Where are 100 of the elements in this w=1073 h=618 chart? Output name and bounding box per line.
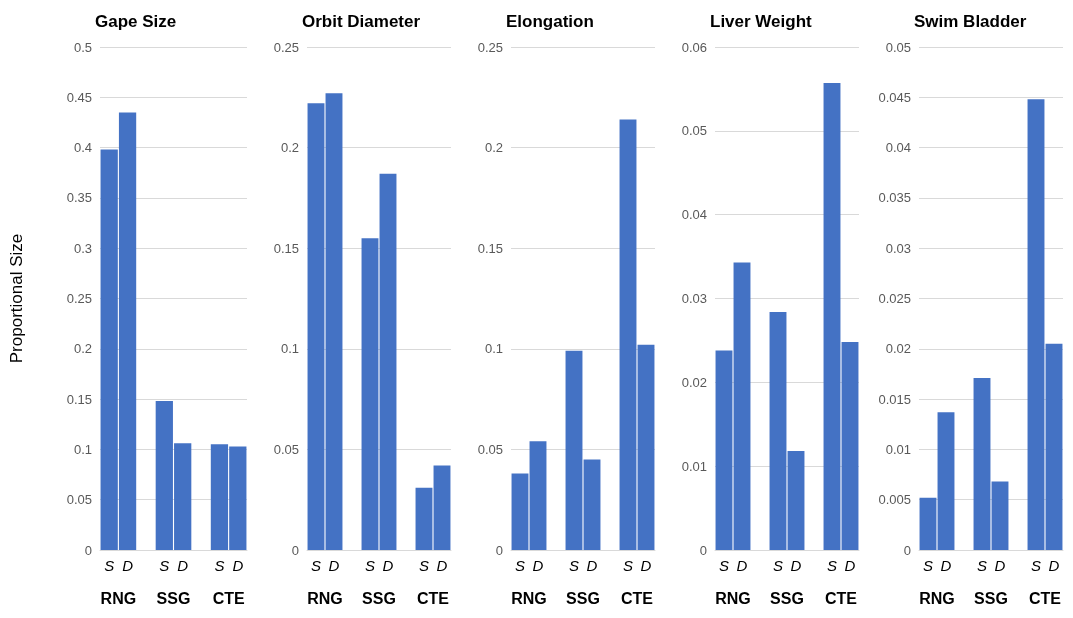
y-tick-label: 0.4: [73, 140, 92, 156]
y-tick-label: 0.2: [280, 140, 299, 156]
bar: [991, 481, 1009, 550]
x-tick-label: D: [640, 557, 652, 574]
bar: [511, 473, 529, 550]
y-tick-label: 0.04: [885, 140, 911, 156]
x-tick-label: S: [568, 557, 580, 574]
x-tick-label: D: [382, 557, 394, 574]
bar: [619, 119, 637, 550]
y-tick-label: 0.035: [878, 190, 911, 206]
bar: [361, 238, 379, 550]
x-tick-label: D: [232, 557, 244, 574]
y-tick-label: 0.04: [681, 207, 707, 223]
bar: [325, 93, 343, 550]
bar: [937, 412, 955, 550]
y-tick-label: 0.2: [484, 140, 503, 156]
x-tick-label: S: [826, 557, 838, 574]
bar: [841, 342, 859, 550]
y-tick-label: 0.005: [878, 492, 911, 508]
bar: [1045, 343, 1063, 550]
x-tick-label: S: [1030, 557, 1042, 574]
x-tick-label: D: [328, 557, 340, 574]
x-tick-label: S: [364, 557, 376, 574]
x-tick-label: D: [436, 557, 448, 574]
y-tick-label: 0.45: [66, 89, 92, 105]
x-tick-label: D: [790, 557, 802, 574]
text: RNG: [307, 589, 343, 607]
chart-title: Elongation: [506, 12, 594, 31]
y-tick-label: 0.05: [477, 441, 503, 457]
bar: [307, 103, 325, 550]
x-tick-label: S: [310, 557, 322, 574]
y-tick-label: 0: [699, 542, 707, 558]
x-tick-label: S: [772, 557, 784, 574]
y-tick-label: 0.25: [477, 39, 503, 55]
x-tick-label: D: [844, 557, 856, 574]
x-tick-label: D: [940, 557, 952, 574]
y-tick-label: 0.25: [273, 39, 299, 55]
x-tick-label: D: [177, 557, 189, 574]
x-tick-label: S: [922, 557, 934, 574]
text: CTE: [417, 589, 450, 607]
bar: [919, 497, 937, 550]
y-tick-label: 0.35: [66, 190, 92, 206]
bar: [415, 487, 433, 550]
bar: [583, 459, 601, 550]
x-tick-label: S: [622, 557, 634, 574]
text: RNG: [100, 589, 137, 607]
chart-title: Gape Size: [95, 12, 177, 31]
bar: [769, 311, 787, 550]
text: SSG: [362, 589, 396, 607]
text: SSG: [770, 589, 804, 607]
text: SSG: [156, 589, 191, 607]
y-tick-label: 0.015: [878, 391, 911, 407]
y-tick-label: 0.1: [280, 341, 299, 357]
x-tick-label: S: [976, 557, 988, 574]
x-tick-label: D: [994, 557, 1006, 574]
bar: [787, 451, 805, 550]
y-tick-label: 0.5: [73, 39, 92, 55]
y-tick-label: 0.15: [273, 240, 299, 256]
text: CTE: [621, 589, 654, 607]
text: CTE: [212, 589, 245, 607]
y-tick-label: 0.25: [66, 291, 92, 306]
y-tick-label: 0.15: [66, 391, 92, 407]
x-tick-label: S: [104, 557, 115, 574]
x-tick-label: S: [214, 557, 225, 574]
y-tick-label: 0: [903, 542, 911, 558]
bar: [823, 83, 841, 550]
y-tick-label: 0.05: [66, 492, 92, 508]
text: CTE: [1029, 589, 1062, 607]
y-tick-label: 0.025: [878, 291, 911, 306]
y-tick-label: 0.03: [681, 291, 707, 306]
x-tick-label: D: [1048, 557, 1060, 574]
bar: [715, 350, 733, 550]
y-tick-label: 0.05: [885, 39, 911, 55]
x-tick-label: S: [514, 557, 526, 574]
bar: [973, 377, 991, 550]
chart-title: Liver Weight: [710, 12, 813, 31]
y-tick-label: 0.01: [885, 441, 911, 457]
y-tick-label: 0.03: [885, 240, 911, 256]
x-tick-label: S: [159, 557, 170, 574]
x-tick-label: D: [736, 557, 748, 574]
x-tick-label: D: [532, 557, 544, 574]
text: RNG: [715, 589, 751, 607]
chart-title: Orbit Diameter: [302, 12, 421, 31]
bar: [379, 173, 397, 550]
chart-title: Swim Bladder: [914, 12, 1027, 31]
y-tick-label: 0.01: [681, 458, 707, 474]
y-tick-label: 0.2: [73, 341, 92, 357]
y-axis-title: Proportional Size: [7, 233, 26, 364]
text: SSG: [974, 589, 1008, 607]
y-tick-label: 0.06: [681, 39, 707, 55]
text: RNG: [919, 589, 955, 607]
bar: [529, 441, 547, 550]
bar: [637, 344, 655, 550]
bar: [1027, 99, 1045, 550]
x-tick-label: D: [586, 557, 598, 574]
text: SSG: [566, 589, 600, 607]
text: CTE: [825, 589, 858, 607]
text: RNG: [511, 589, 547, 607]
y-tick-label: 0.3: [73, 240, 92, 256]
y-tick-label: 0.05: [681, 123, 707, 139]
